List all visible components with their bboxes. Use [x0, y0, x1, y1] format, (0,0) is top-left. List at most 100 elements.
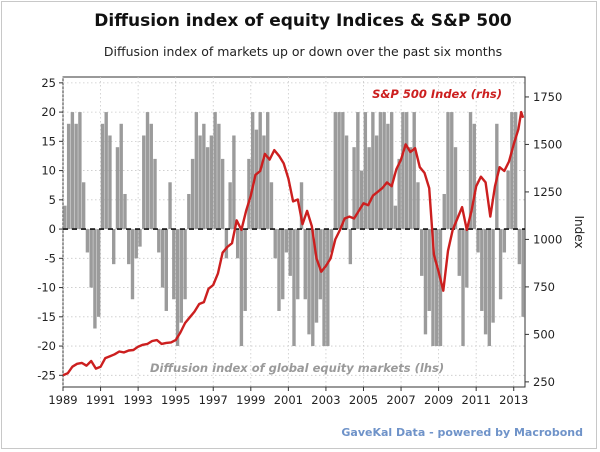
diffusion-bar [262, 135, 266, 230]
diffusion-bar [348, 229, 353, 265]
diffusion-bar [311, 229, 315, 347]
x-tick-label: 2001 [274, 393, 303, 407]
diffusion-bar [468, 112, 473, 230]
diffusion-bar [89, 229, 93, 288]
diffusion-bar [517, 229, 522, 265]
diffusion-bar [307, 229, 311, 335]
x-tick-label: 1997 [199, 393, 228, 407]
x-tick-label: 2007 [386, 393, 415, 407]
diffusion-bar [513, 112, 518, 230]
chart-subtitle: Diffusion index of markets up or down ov… [104, 44, 502, 59]
diffusion-bar [356, 112, 360, 230]
diffusion-bar [337, 112, 341, 230]
diffusion-bar [480, 229, 484, 311]
diffusion-bar [179, 229, 184, 323]
diffusion-bar [187, 193, 191, 230]
right-tick-label: 750 [533, 280, 555, 294]
diffusion-bar [224, 229, 229, 259]
diffusion-bar [247, 158, 251, 230]
diffusion-bar [175, 229, 180, 347]
diffusion-bar [472, 123, 476, 230]
diffusion-bar [164, 229, 168, 311]
diffusion-bar [194, 112, 199, 230]
diffusion-bar [266, 112, 270, 230]
x-tick-label: 1999 [236, 393, 265, 407]
left-tick-label: -15 [37, 310, 56, 324]
right-tick-label: 1250 [533, 185, 562, 199]
diffusion-bar [217, 123, 221, 230]
diffusion-bar [273, 229, 277, 259]
sp500-legend-label: S&P 500 Index (rhs) [372, 87, 502, 101]
diffusion-bar [416, 182, 420, 230]
diffusion-bar [408, 147, 413, 230]
diffusion-bar [296, 229, 300, 300]
diffusion-bar [104, 112, 108, 230]
diffusion-bar [190, 158, 195, 230]
left-tick-label: -25 [37, 368, 56, 382]
diffusion-bar [423, 229, 428, 335]
diffusion-bar [438, 229, 443, 347]
left-tick-label: 25 [41, 76, 56, 90]
diffusion-bar [254, 129, 259, 230]
diffusion-bar [502, 229, 507, 253]
source-credit: GaveKal Data - powered by Macrobond [341, 426, 583, 439]
diffusion-bars [63, 112, 525, 347]
diffusion-bar [506, 170, 510, 230]
right-tick-label: 1500 [533, 137, 562, 151]
right-tick-label: 1750 [533, 90, 562, 104]
right-tick-label: 1000 [533, 232, 562, 246]
diffusion-bar [453, 147, 458, 230]
diffusion-bar [81, 182, 86, 230]
diffusion-bar [326, 229, 330, 347]
diffusion-bar [160, 229, 165, 288]
diffusion-bar [119, 123, 123, 230]
diffusion-bar [420, 229, 424, 276]
diffusion-bar [303, 229, 307, 300]
right-axis-ticks: 1750 1500 1250 1000 750 500 250 [525, 90, 562, 389]
diffusion-bar [284, 229, 289, 253]
diffusion-bar [108, 135, 112, 230]
diffusion-bar [446, 112, 450, 230]
diffusion-bar [435, 229, 439, 347]
left-tick-label: -10 [37, 281, 56, 295]
diffusion-bar [367, 147, 371, 230]
diffusion-bar [70, 112, 75, 230]
diffusion-legend-label: Diffusion index of global equity markets… [150, 361, 444, 375]
left-tick-label: 15 [41, 134, 56, 148]
diffusion-bar [115, 147, 120, 230]
x-tick-label: 1993 [123, 393, 152, 407]
diffusion-bar [220, 158, 225, 230]
diffusion-bar [386, 123, 390, 230]
right-axis-label: Index [572, 215, 586, 248]
diffusion-bar [314, 229, 319, 323]
diffusion-bar [363, 112, 368, 230]
diffusion-bar [299, 182, 304, 230]
x-tick-label: 1991 [86, 393, 115, 407]
x-tick-label: 2013 [499, 393, 528, 407]
diffusion-bar [127, 229, 131, 265]
diffusion-bar [427, 229, 431, 311]
diffusion-bar [359, 170, 364, 230]
x-tick-label: 1989 [48, 393, 77, 407]
diffusion-bar [172, 229, 176, 300]
diffusion-bar [344, 135, 349, 230]
diffusion-bar [250, 112, 255, 230]
diffusion-bar [371, 112, 375, 230]
left-tick-label: 20 [41, 105, 56, 119]
diffusion-bar [431, 229, 435, 347]
diffusion-bar [281, 229, 285, 300]
diffusion-bar [228, 182, 232, 230]
x-tick-label: 2005 [349, 393, 378, 407]
diffusion-bar [142, 135, 146, 230]
diffusion-bar [157, 229, 161, 253]
x-tick-label: 2003 [311, 393, 340, 407]
diffusion-bar [521, 229, 525, 317]
diffusion-bar [401, 112, 405, 230]
diffusion-bar [382, 112, 386, 230]
diffusion-bar [461, 229, 465, 347]
diffusion-bar [149, 123, 153, 230]
left-tick-label: 5 [49, 193, 56, 207]
diffusion-bar [112, 229, 116, 265]
diffusion-bar [153, 158, 157, 230]
